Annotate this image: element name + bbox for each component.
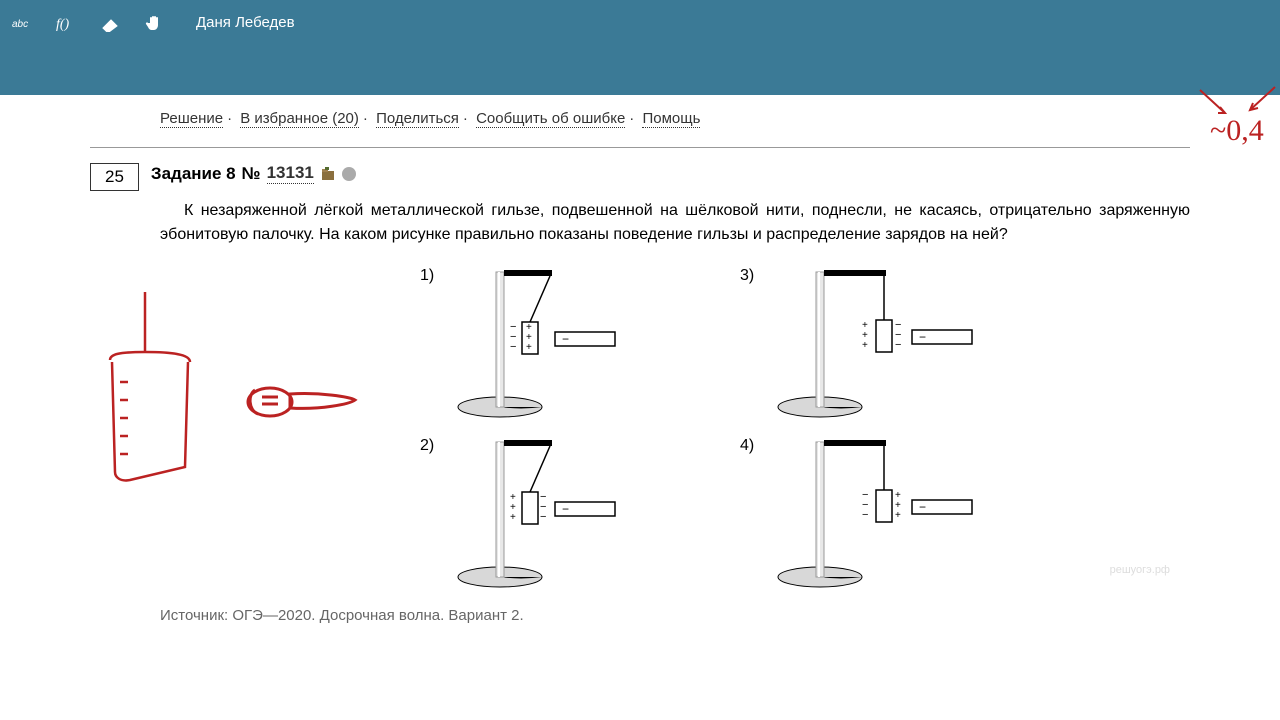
svg-text:−: − xyxy=(562,332,569,346)
toolbar: abc f() Даня Лебедев xyxy=(0,0,1280,45)
handwriting-topright: ~0,4 xyxy=(1180,85,1280,155)
folder-icon[interactable] xyxy=(320,166,336,182)
diagram-2: +++ −−− − xyxy=(450,432,670,592)
diagram-4: −−− +++ − xyxy=(770,432,990,592)
svg-text:−: − xyxy=(919,330,926,344)
function-icon[interactable]: f() xyxy=(54,11,78,35)
diagram-3: +++ −−− − xyxy=(770,262,990,422)
solution-link[interactable]: Решение xyxy=(160,110,223,128)
task-label: Задание 8 xyxy=(151,164,236,184)
handwriting-sketch xyxy=(90,282,370,492)
task-number-box: 25 xyxy=(90,163,139,191)
report-link[interactable]: Сообщить об ошибке xyxy=(476,110,625,128)
eraser-icon[interactable] xyxy=(98,11,122,35)
svg-text:+: + xyxy=(526,342,532,353)
svg-text:~0,4: ~0,4 xyxy=(1210,114,1264,147)
divider xyxy=(90,147,1190,148)
option-3-label: 3) xyxy=(740,267,754,285)
hand-icon[interactable] xyxy=(142,11,166,35)
svg-text:−: − xyxy=(562,502,569,516)
option-1-label: 1) xyxy=(420,267,434,285)
task-id-link[interactable]: 13131 xyxy=(267,163,314,184)
status-dot-icon xyxy=(342,167,356,181)
toolbar-extension xyxy=(0,45,1280,95)
svg-text:−: − xyxy=(510,341,516,353)
task-header-row: 25 Задание 8 № 13131 xyxy=(90,163,1190,191)
task-text: К незаряженной лёгкой металлической гиль… xyxy=(160,199,1190,247)
abc-icon[interactable]: abc xyxy=(10,11,34,35)
diagram-1: −−− +++ − xyxy=(450,262,670,422)
svg-text:abc: abc xyxy=(12,19,28,30)
help-link[interactable]: Помощь xyxy=(642,110,700,128)
svg-text:+: + xyxy=(895,510,901,521)
task-header: Задание 8 № 13131 xyxy=(151,163,356,184)
svg-text:+: + xyxy=(510,512,516,523)
diagrams-area: 1) − − − + + + − 3) xyxy=(90,262,1190,602)
nav-links: Решение· В избранное (20)· Поделиться· С… xyxy=(160,110,1190,137)
option-4-label: 4) xyxy=(740,437,754,455)
favorites-link[interactable]: В избранное (20) xyxy=(240,110,359,128)
svg-text:−: − xyxy=(540,511,546,523)
svg-text:f(): f() xyxy=(56,17,70,32)
username: Даня Лебедев xyxy=(196,14,295,31)
svg-text:−: − xyxy=(862,509,868,521)
source-text: Источник: ОГЭ—2020. Досрочная волна. Вар… xyxy=(160,607,1190,624)
svg-text:+: + xyxy=(862,340,868,351)
svg-text:−: − xyxy=(919,500,926,514)
option-2-label: 2) xyxy=(420,437,434,455)
watermark: решуогэ.рф xyxy=(1110,564,1170,576)
svg-text:−: − xyxy=(895,339,901,351)
share-link[interactable]: Поделиться xyxy=(376,110,459,128)
num-sign: № xyxy=(242,164,261,184)
content-area: Решение· В избранное (20)· Поделиться· С… xyxy=(0,95,1280,644)
